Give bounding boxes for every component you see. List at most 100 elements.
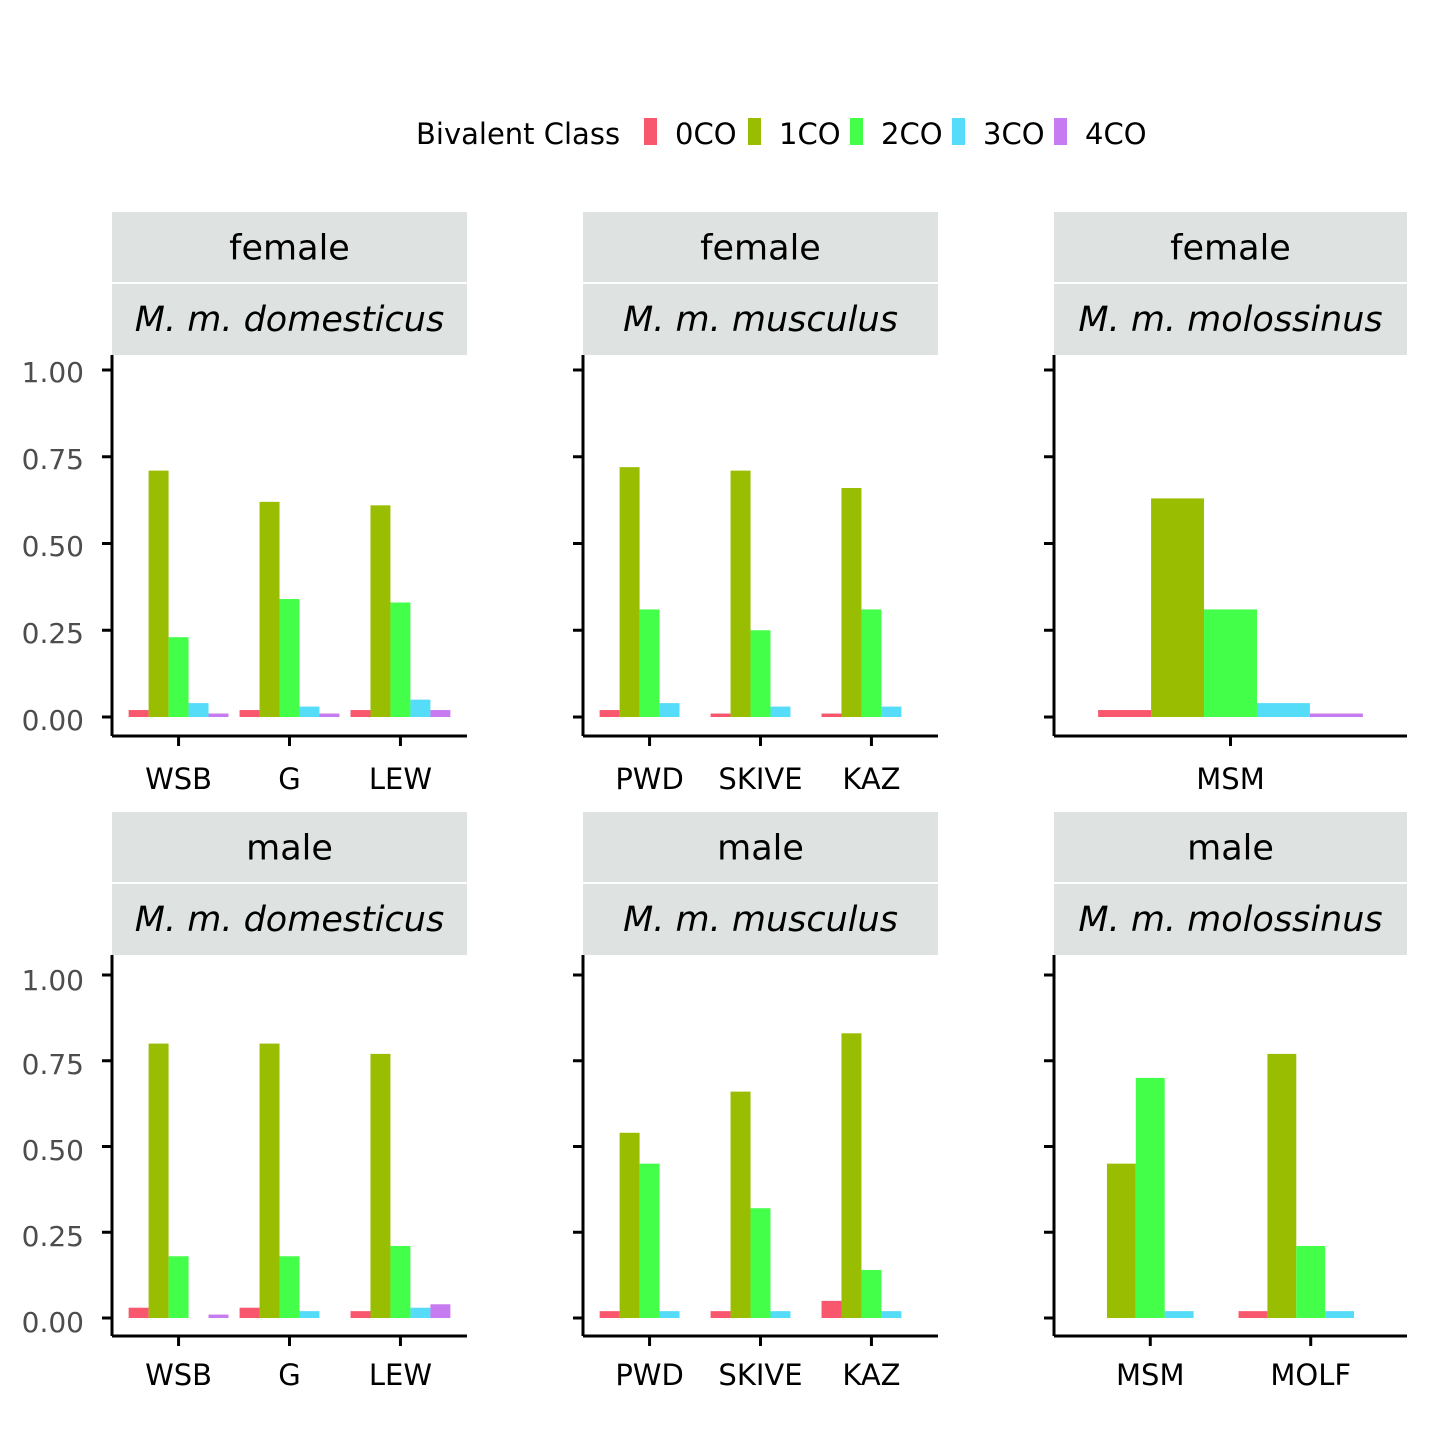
legend-label-1co: 1CO [779, 117, 841, 151]
bar-skive-1co [730, 470, 751, 717]
bar-msm-3co [1256, 703, 1310, 717]
bar-pwd-3co [659, 703, 680, 717]
bar-lew-1co [370, 1053, 391, 1318]
legend-title: Bivalent Class [416, 117, 620, 151]
bar-msm-2co [1204, 609, 1257, 717]
x-tick-label: MSM [1196, 762, 1264, 796]
strip-subspecies-label: M. m. domesticus [135, 900, 444, 940]
bar-wsb-0co [128, 710, 149, 717]
strip-subspecies-label: M. m. molossinus [1078, 900, 1382, 940]
bar-kaz-2co [861, 609, 882, 717]
bar-kaz-0co [821, 713, 842, 717]
bar-skive-0co [710, 1311, 731, 1318]
strip-sex-label: male [246, 829, 333, 869]
legend: Bivalent Class 0CO 1CO 2CO 3CO 4CO [416, 117, 1147, 151]
bar-pwd-2co [639, 1163, 660, 1318]
bar-pwd-3co [659, 1311, 680, 1318]
bar-lew-4co [430, 710, 451, 717]
x-tick-label: MOLF [1270, 1358, 1351, 1392]
x-tick-label: LEW [369, 1358, 432, 1392]
bar-molf-3co [1325, 1311, 1355, 1318]
bar-wsb-2co [168, 637, 189, 717]
bar-msm-0co [1098, 710, 1152, 717]
legend-label-2co: 2CO [881, 117, 943, 151]
strip-sex-label: male [1187, 829, 1274, 869]
bar-lew-3co [410, 699, 431, 717]
y-tick-label: 0.25 [22, 617, 84, 650]
legend-label-3co: 3CO [983, 117, 1045, 151]
bar-g-0co [239, 1307, 260, 1318]
x-tick-label: SKIVE [718, 762, 802, 796]
x-tick-label: PWD [615, 1358, 684, 1392]
bar-molf-1co [1267, 1053, 1297, 1318]
legend-label-0co: 0CO [675, 117, 737, 151]
panel-female-1: female M. m. domesticus 1.00 0.75 0.50 0.25 0.… [22, 212, 467, 796]
y-tick-label: 0.50 [22, 1134, 84, 1167]
bar-skive-3co [770, 706, 791, 717]
panel-male-3: male M. m. molossinus MSM MOLF [1044, 812, 1407, 1392]
x-tick-label: MSM [1116, 1358, 1184, 1392]
bar-msm-3co [1164, 1311, 1194, 1318]
bar-msm-4co [1309, 713, 1363, 717]
x-tick-label: WSB [145, 762, 212, 796]
legend-key-2co [850, 118, 863, 145]
bar-skive-2co [750, 1208, 771, 1318]
bar-g-3co [299, 1311, 320, 1318]
bar-lew-0co [350, 1311, 371, 1318]
bar-wsb-3co [188, 703, 209, 717]
bar-kaz-2co [861, 1269, 882, 1318]
bar-g-4co [319, 713, 340, 717]
bar-kaz-3co [881, 706, 902, 717]
legend-key-1co [748, 118, 761, 145]
bar-kaz-1co [841, 487, 862, 717]
bar-msm-1co [1151, 498, 1205, 717]
x-tick-label: LEW [369, 762, 432, 796]
x-tick-label: KAZ [842, 1358, 900, 1392]
bar-g-2co [279, 1256, 300, 1318]
bar-msm-1co [1106, 1163, 1136, 1318]
bar-skive-1co [730, 1091, 751, 1318]
y-tick-label: 0.00 [22, 1306, 84, 1339]
bar-wsb-4co [208, 713, 229, 717]
y-tick-label: 0.75 [22, 1048, 84, 1081]
bar-skive-3co [770, 1311, 791, 1318]
y-tick-label: 0.25 [22, 1220, 84, 1253]
bar-g-0co [239, 710, 260, 717]
bar-msm-2co [1135, 1077, 1165, 1318]
bar-kaz-1co [841, 1033, 862, 1318]
bar-kaz-0co [821, 1300, 842, 1318]
bar-pwd-1co [619, 467, 640, 717]
y-tick-label: 0.00 [22, 704, 84, 737]
bar-molf-0co [1238, 1311, 1268, 1318]
strip-subspecies-label: M. m. domesticus [135, 300, 444, 340]
bar-g-2co [279, 599, 300, 717]
panel-male-1: male M. m. domesticus 1.00 0.75 0.50 0.25 0.00… [22, 812, 467, 1392]
bar-lew-4co [430, 1304, 451, 1318]
bar-lew-3co [410, 1307, 431, 1318]
strip-subspecies-label: M. m. musculus [623, 300, 898, 340]
legend-key-0co [644, 118, 657, 145]
bar-g-3co [299, 706, 320, 717]
strip-sex-label: male [717, 829, 804, 869]
bar-skive-0co [710, 713, 731, 717]
bar-pwd-0co [599, 710, 620, 717]
strip-sex-label: female [700, 229, 821, 269]
panel-male-2: male M. m. musculus PWD SKIVE KAZ [573, 812, 938, 1392]
bar-wsb-2co [168, 1256, 189, 1318]
bar-skive-2co [750, 630, 771, 717]
bar-molf-2co [1296, 1245, 1326, 1318]
x-tick-label: G [278, 762, 300, 796]
bar-wsb-0co [128, 1307, 149, 1318]
legend-label-4co: 4CO [1085, 117, 1147, 151]
y-tick-label: 1.00 [22, 356, 84, 389]
bar-kaz-3co [881, 1311, 902, 1318]
bar-g-1co [259, 501, 280, 717]
legend-key-4co [1054, 118, 1067, 145]
bar-lew-0co [350, 710, 371, 717]
x-tick-label: SKIVE [718, 1358, 802, 1392]
y-tick-label: 1.00 [22, 964, 84, 997]
x-tick-label: KAZ [842, 762, 900, 796]
panel-female-3: female M. m. molossinus MSM [1044, 212, 1407, 796]
bar-lew-2co [390, 1245, 411, 1318]
bar-wsb-1co [148, 470, 169, 717]
